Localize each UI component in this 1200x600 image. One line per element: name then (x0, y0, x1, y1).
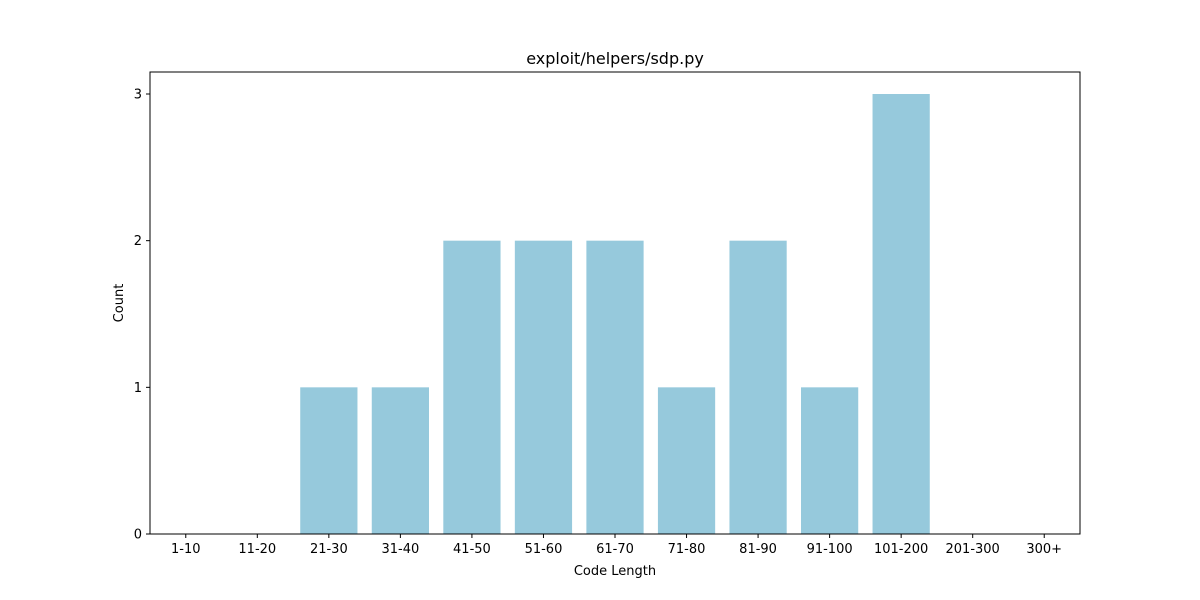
bar-61-70 (586, 240, 644, 534)
x-tick-label: 300+ (1026, 542, 1062, 557)
y-tick-label: 1 (134, 381, 142, 396)
y-tick-label: 0 (134, 528, 142, 543)
x-tick-label: 41-50 (453, 542, 491, 557)
bar-81-90 (729, 240, 787, 534)
x-tick-label: 51-60 (525, 542, 563, 557)
y-tick-label: 2 (134, 234, 142, 249)
x-tick-label: 31-40 (381, 542, 419, 557)
bar-51-60 (514, 240, 573, 534)
y-tick-label: 3 (134, 88, 142, 103)
chart-title: exploit/helpers/sdp.py (526, 49, 704, 68)
bars-group (300, 94, 930, 534)
y-axis-ticks: 0 1 2 3 (134, 88, 150, 543)
x-tick-label: 101-200 (874, 542, 928, 557)
bar-41-50 (443, 240, 501, 534)
y-axis-label: Count (112, 284, 127, 323)
bar-91-100 (801, 387, 859, 534)
x-tick-label: 71-80 (668, 542, 706, 557)
x-tick-label: 21-30 (310, 542, 348, 557)
bar-71-80 (657, 387, 716, 534)
bar-21-30 (300, 387, 358, 534)
x-tick-label: 11-20 (238, 542, 276, 557)
bar-31-40 (371, 387, 429, 534)
x-axis-ticks: 1-10 11-20 21-30 31-40 41-50 51-60 61-70 71-80 8… (171, 534, 1062, 557)
x-tick-label: 1-10 (171, 542, 201, 557)
x-tick-label: 201-300 (946, 542, 1000, 557)
x-tick-label: 91-100 (807, 542, 853, 557)
x-axis-label: Code Length (574, 564, 656, 579)
bar-101-200 (872, 94, 930, 534)
x-tick-label: 61-70 (596, 542, 634, 557)
x-tick-label: 81-90 (739, 542, 777, 557)
